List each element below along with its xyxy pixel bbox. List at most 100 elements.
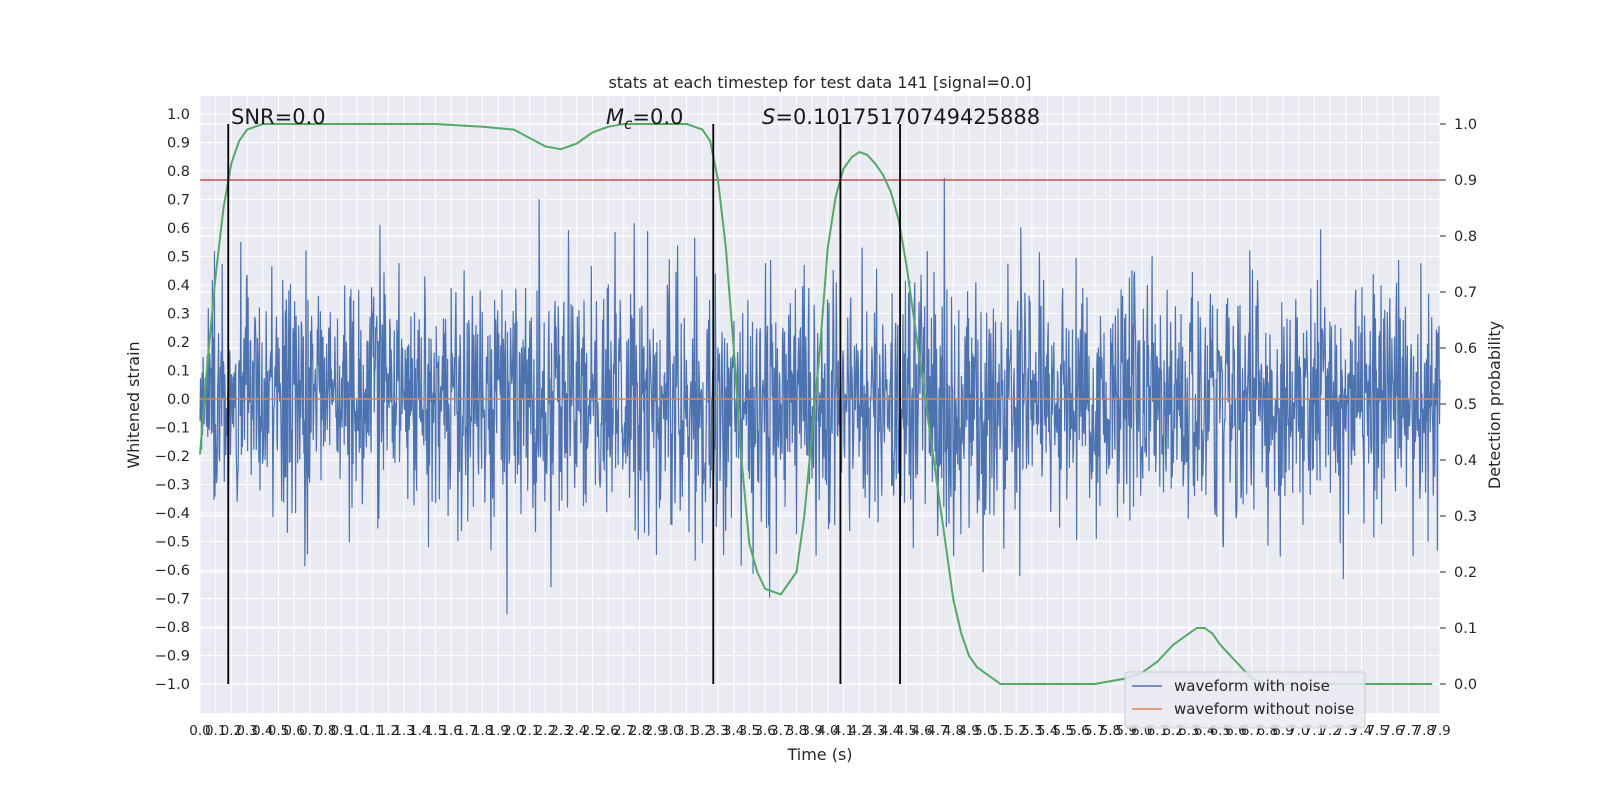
x-tick-label: 0.4 [252, 723, 273, 739]
y2-tick-label: 0.7 [1454, 285, 1477, 301]
x-tick-label: 1.8 [472, 723, 493, 739]
legend: waveform with noise waveform without noi… [1124, 671, 1366, 729]
x-tick-label: 3.1 [676, 723, 697, 739]
y-tick-label: 0.7 [167, 193, 190, 209]
x-tick-label: 3.2 [692, 723, 713, 739]
x-tick-label: 2.5 [582, 723, 603, 739]
x-tick-label: 4.4 [880, 723, 901, 739]
x-tick-label: 3.7 [770, 723, 791, 739]
s-value: =0.10175170749425888 [775, 105, 1040, 129]
x-tick-label: 2.6 [597, 723, 618, 739]
legend-label-clean: waveform without noise [1174, 700, 1354, 718]
y2-tick-label: 0.0 [1454, 677, 1477, 693]
x-tick-label: 2.8 [629, 723, 650, 739]
y2-tick-label: 0.2 [1454, 565, 1477, 581]
x-tick-label: 3.4 [723, 723, 744, 739]
x-tick-label: 1.5 [425, 723, 446, 739]
x-tick-label: 4.6 [911, 723, 932, 739]
probability-curve [199, 123, 1433, 685]
y-tick-label: 0.8 [167, 164, 190, 180]
x-tick-label: 5.2 [1005, 723, 1026, 739]
mc-symbol: M [606, 105, 624, 129]
y2-tick-label: 1.0 [1454, 117, 1477, 133]
x-tick-label: 0.8 [315, 723, 336, 739]
y-tick-label: −0.8 [155, 620, 190, 636]
mc-annotation: Mc=0.0 [606, 105, 683, 133]
x-tick-label: 1.2 [378, 723, 399, 739]
y-ticks: 1.0 0.9 0.8 0.7 0.6 0.5 0.4 0.3 0.2 0.1 0.0 −0.1 −0.… [155, 107, 190, 693]
y2-tick-label: 0.3 [1454, 509, 1477, 525]
x-tick-label: 3.9 [801, 723, 822, 739]
y2-tick-label: 0.6 [1454, 341, 1477, 357]
x-tick-label: 0.0 [189, 723, 210, 739]
x-tick-label: 1.9 [487, 723, 508, 739]
y2-tick-label: 0.4 [1454, 453, 1477, 469]
x-tick-label: 2.7 [613, 723, 634, 739]
x-tick-label: 0.7 [299, 723, 320, 739]
x-tick-label: 2.0 [503, 723, 524, 739]
y2-ticks: 1.0 0.9 0.8 0.7 0.6 0.5 0.4 0.3 0.2 0.1 0.0 [1440, 117, 1477, 693]
x-tick-label: 4.5 [896, 723, 917, 739]
x-tick-label: 1.3 [393, 723, 414, 739]
y-tick-label: −0.3 [155, 478, 190, 494]
x-tick-label: 4.1 [833, 723, 854, 739]
x-tick-label: 1.1 [362, 723, 383, 739]
y2-tick-label: 0.9 [1454, 173, 1477, 189]
y2-tick-label: 0.5 [1454, 397, 1477, 413]
x-tick-label: 4.8 [943, 723, 964, 739]
x-tick-label: 5.7 [1084, 723, 1105, 739]
legend-label-noise: waveform with noise [1174, 677, 1330, 695]
x-tick-label: 7.6 [1382, 723, 1403, 739]
y-tick-label: 0.5 [167, 250, 190, 266]
x-tick-label: 1.7 [456, 723, 477, 739]
x-tick-label: 4.2 [848, 723, 869, 739]
y-tick-label: 0.1 [167, 364, 190, 380]
y-tick-label: 0.6 [167, 221, 190, 237]
x-tick-label: 0.5 [268, 723, 289, 739]
y-axis-label: Whitened strain [124, 341, 143, 468]
x-tick-label: 0.2 [221, 723, 242, 739]
x-tick-label: 5.8 [1100, 723, 1121, 739]
probability-path [199, 123, 1433, 685]
y-tick-label: 0.9 [167, 136, 190, 152]
x-tick-label: 5.0 [974, 723, 995, 739]
snr-annotation: SNR=0.0 [231, 105, 326, 129]
y-tick-label: 0.3 [167, 307, 190, 323]
x-tick-label: 3.3 [707, 723, 728, 739]
noise-waveform [199, 177, 1441, 615]
legend-box [1124, 671, 1366, 729]
x-axis-label: Time (s) [786, 745, 852, 764]
x-tick-label: 7.7 [1398, 723, 1419, 739]
y-tick-label: −0.2 [155, 449, 190, 465]
x-tick-label: 0.3 [236, 723, 257, 739]
y-tick-label: −0.7 [155, 592, 190, 608]
s-symbol: S [762, 105, 775, 129]
chart-title: stats at each timestep for test data 141… [608, 73, 1031, 92]
s-annotation: S=0.10175170749425888 [762, 105, 1040, 129]
y-tick-label: −0.4 [155, 506, 190, 522]
x-tick-label: 0.9 [331, 723, 352, 739]
x-tick-label: 3.8 [786, 723, 807, 739]
x-tick-label: 4.0 [817, 723, 838, 739]
x-tick-label: 2.4 [566, 723, 587, 739]
y-tick-label: 1.0 [167, 107, 190, 123]
x-tick-label: 1.4 [409, 723, 430, 739]
mc-value: =0.0 [632, 105, 683, 129]
x-tick-label: 4.9 [958, 723, 979, 739]
x-tick-label: 5.1 [990, 723, 1011, 739]
x-tick-label: 7.8 [1414, 723, 1435, 739]
y2-tick-label: 0.8 [1454, 229, 1477, 245]
x-tick-label: 3.5 [739, 723, 760, 739]
y-tick-label: −0.1 [155, 421, 190, 437]
y-tick-label: −0.6 [155, 563, 190, 579]
mc-subscript: c [624, 115, 633, 133]
y-tick-label: −1.0 [155, 677, 190, 693]
x-tick-label: 2.3 [550, 723, 571, 739]
noise-path [199, 177, 1441, 615]
x-tick-label: 4.3 [864, 723, 885, 739]
x-tick-label: 1.6 [440, 723, 461, 739]
y-tick-label: −0.5 [155, 535, 190, 551]
x-tick-label: 3.6 [754, 723, 775, 739]
y2-axis-label: Detection probability [1485, 321, 1504, 489]
